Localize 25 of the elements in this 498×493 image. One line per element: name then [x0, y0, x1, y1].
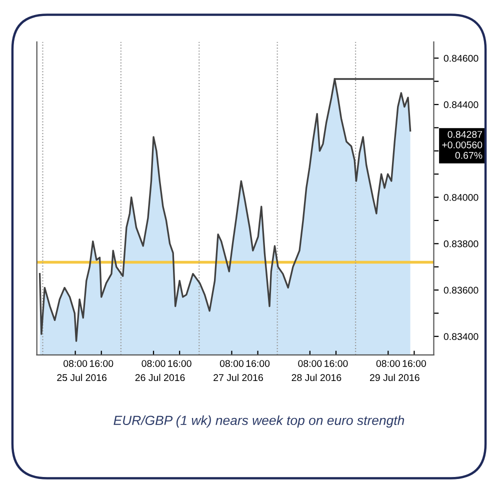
x-tick-label: 16:00: [90, 360, 114, 367]
x-tick-label: 16:00: [168, 360, 192, 367]
y-tick-label: 0.83800: [444, 240, 478, 248]
text: +0.00560: [442, 141, 482, 148]
y-tick-label: 0.84400: [444, 101, 478, 108]
x-tick-label: 08:00: [298, 360, 322, 367]
x2-tick-label: 28 Jul 2016: [292, 374, 342, 382]
x-tick-label: 16:00: [246, 360, 270, 367]
text: EUR/GBP (1 wk) nears week top on euro strength: [114, 415, 404, 428]
x2-tick-label: 25 Jul 2016: [57, 374, 107, 382]
y-tick-label: 0.84000: [444, 194, 478, 201]
x2-tick-label: 27 Jul 2016: [214, 374, 263, 382]
x-tick-label: 08:00: [142, 360, 166, 367]
x-tick-label: 08:00: [220, 360, 244, 367]
x-tick-label: 16:00: [402, 360, 426, 367]
y-tick-label: 0.83400: [444, 333, 478, 340]
x2-tick-label: 29 Jul 2016: [370, 374, 420, 382]
text: 0.84287: [448, 130, 482, 138]
x-tick-label: 16:00: [324, 360, 348, 367]
y-tick-label: 0.84600: [444, 54, 478, 62]
x-tick-label: 08:00: [376, 360, 400, 367]
y-tick-label: 0.83600: [444, 286, 478, 294]
x2-tick-label: 26 Jul 2016: [135, 374, 185, 382]
text: 0.67%: [455, 152, 482, 159]
x-tick-label: 08:00: [64, 360, 88, 367]
